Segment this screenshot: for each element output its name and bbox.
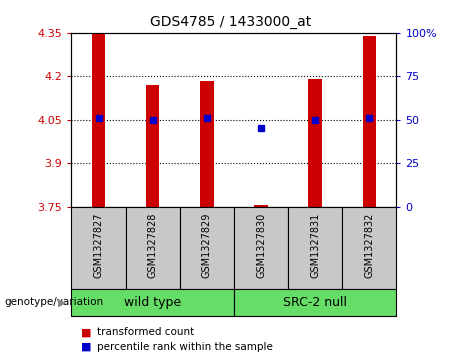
Text: GSM1327828: GSM1327828 bbox=[148, 213, 158, 278]
Bar bbox=[200, 81, 213, 207]
Bar bbox=[234, 289, 396, 316]
Text: GSM1327829: GSM1327829 bbox=[202, 213, 212, 278]
Text: ■: ■ bbox=[81, 342, 91, 352]
Bar bbox=[146, 85, 160, 207]
Text: wild type: wild type bbox=[124, 296, 181, 309]
Text: GSM1327831: GSM1327831 bbox=[310, 213, 320, 278]
Text: percentile rank within the sample: percentile rank within the sample bbox=[97, 342, 273, 352]
Bar bbox=[342, 207, 396, 289]
Bar bbox=[254, 205, 268, 207]
Text: GSM1327830: GSM1327830 bbox=[256, 213, 266, 278]
Bar bbox=[363, 36, 376, 207]
Text: ■: ■ bbox=[81, 327, 91, 337]
Text: SRC-2 null: SRC-2 null bbox=[283, 296, 347, 309]
Bar bbox=[71, 207, 125, 289]
Bar bbox=[234, 207, 288, 289]
Text: GDS4785 / 1433000_at: GDS4785 / 1433000_at bbox=[150, 15, 311, 29]
Bar bbox=[92, 34, 105, 207]
Text: transformed count: transformed count bbox=[97, 327, 194, 337]
Text: GSM1327827: GSM1327827 bbox=[94, 213, 104, 278]
Bar bbox=[180, 207, 234, 289]
Text: genotype/variation: genotype/variation bbox=[5, 297, 104, 307]
Text: GSM1327832: GSM1327832 bbox=[364, 213, 374, 278]
Bar bbox=[71, 289, 234, 316]
Bar bbox=[125, 207, 180, 289]
Bar bbox=[288, 207, 342, 289]
Bar bbox=[308, 79, 322, 207]
Text: ▶: ▶ bbox=[58, 297, 66, 307]
